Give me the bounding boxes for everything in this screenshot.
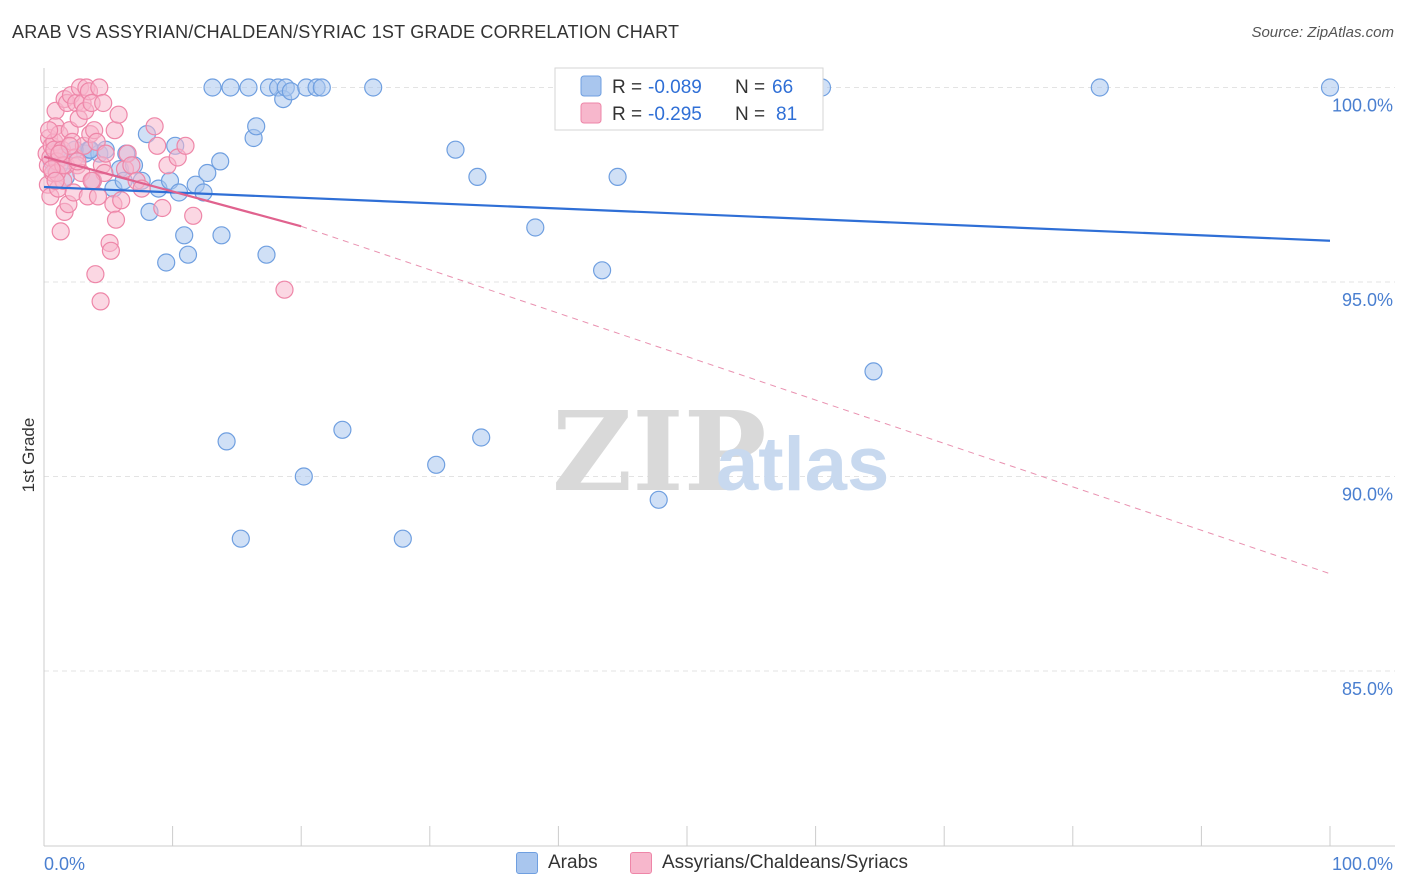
watermark: ZIP atlas <box>552 387 889 516</box>
arab-point-50 <box>446 140 465 159</box>
arab-point-53 <box>526 218 545 237</box>
assyrian-point-71 <box>275 280 294 299</box>
watermark-atlas: atlas <box>716 422 889 507</box>
legend-swatch-arabs-bottom <box>516 852 538 874</box>
arab-point-54 <box>592 261 612 280</box>
assyrian-point-77 <box>50 144 69 163</box>
arab-point-30 <box>217 432 236 451</box>
assyrian-trend-line-1 <box>43 155 302 228</box>
arab-point-42 <box>294 467 313 486</box>
y-axis-label: 1st Grade <box>19 418 38 493</box>
arab-point-23 <box>178 245 198 264</box>
assyrian-trend-line-2 <box>301 225 1331 575</box>
assyrian-point-58 <box>112 191 131 210</box>
arab-point-36 <box>257 245 276 264</box>
y-tick-labels: 85.0% 90.0% 95.0% 100.0% <box>1332 95 1393 699</box>
legend-label-arabs: Arabs <box>548 852 598 873</box>
legend-swatch-arabs <box>580 75 602 97</box>
legend-n-label-2: N = <box>735 104 765 125</box>
arab-point-18 <box>157 253 176 272</box>
legend-item-arabs: Arabs <box>516 852 598 874</box>
arab-point-51 <box>468 167 487 186</box>
legend-n-value-2: 81 <box>776 104 797 125</box>
x-tick-label-min: 0.0% <box>44 854 85 874</box>
assyrian-point-65 <box>148 136 167 155</box>
legend-label-assyrians: Assyrians/Chaldeans/Syriacs <box>662 852 909 873</box>
assyrian-point-47 <box>91 292 110 311</box>
legend-n-value-1: 66 <box>772 77 793 98</box>
assyrian-point-74 <box>39 121 59 140</box>
assyrian-point-78 <box>46 171 65 190</box>
top-legend: R = -0.089 N = 66 R = -0.295 N = 81 <box>554 67 824 131</box>
y-tick-label: 85.0% <box>1342 679 1393 699</box>
assyrian-point-56 <box>106 210 126 229</box>
y-tick-label: 100.0% <box>1332 95 1393 115</box>
grid-lines <box>44 86 1395 672</box>
assyrian-point-64 <box>145 117 164 136</box>
arab-point-32 <box>231 529 250 548</box>
assyrian-point-51 <box>96 144 115 163</box>
arab-point-59 <box>864 362 883 381</box>
legend-r-label-2: R = <box>612 104 642 125</box>
arab-point-60 <box>1090 78 1109 97</box>
arab-point-47 <box>364 78 383 97</box>
assyrian-point-70 <box>184 206 203 225</box>
arab-point-57 <box>649 490 668 509</box>
legend-swatch-assyrians <box>580 102 602 124</box>
trend-lines <box>43 155 1331 575</box>
assyrian-point-55 <box>105 121 124 140</box>
y-tick-label: 90.0% <box>1342 484 1393 504</box>
chart-title: ARAB VS ASSYRIAN/CHALDEAN/SYRIAC 1ST GRA… <box>12 22 680 42</box>
arab-point-46 <box>333 420 352 439</box>
assyrian-point-61 <box>122 156 141 175</box>
x-tick-labels: 0.0% 100.0% <box>44 854 1393 874</box>
arab-trend-line-0 <box>43 185 1331 242</box>
source-label: Source: ZipAtlas.com <box>1251 24 1394 41</box>
arab-point-27 <box>203 78 222 97</box>
legend-r-value-1: -0.089 <box>648 77 702 98</box>
assyrian-point-43 <box>86 265 105 284</box>
arab-point-26 <box>198 163 217 183</box>
assyrian-point-15 <box>51 222 70 241</box>
arab-point-48 <box>393 529 412 548</box>
assyrian-point-45 <box>88 187 108 206</box>
arab-point-41 <box>281 82 300 101</box>
legend-r-label-1: R = <box>612 77 642 98</box>
assyrian-point-69 <box>176 136 195 155</box>
legend-n-label-1: N = <box>735 77 765 98</box>
assyrian-point-66 <box>153 198 172 218</box>
assyrian-point-46 <box>90 78 109 97</box>
legend-swatch-assyrians-bottom <box>630 852 652 874</box>
axes <box>43 68 1395 847</box>
arab-point-35 <box>247 117 266 136</box>
arab-point-29 <box>212 226 231 245</box>
assyrian-point-53 <box>101 241 121 260</box>
legend-item-assyrians: Assyrians/Chaldeans/Syriacs <box>630 852 908 874</box>
arab-point-61 <box>1320 78 1340 97</box>
arab-point-45 <box>312 78 331 97</box>
y-tick-label: 95.0% <box>1342 290 1393 310</box>
arab-point-33 <box>239 78 258 97</box>
arab-point-22 <box>175 226 194 245</box>
assyrian-point-49 <box>94 93 113 113</box>
arab-point-49 <box>427 455 446 474</box>
assyrian-point-57 <box>109 105 128 124</box>
arab-point-31 <box>221 78 240 97</box>
arab-point-28 <box>211 152 230 171</box>
x-tick-label-max: 100.0% <box>1332 854 1393 874</box>
arab-point-52 <box>472 428 491 447</box>
legend-r-value-2: -0.295 <box>648 104 702 125</box>
arab-point-55 <box>608 167 627 186</box>
assyrian-point-79 <box>82 171 101 190</box>
